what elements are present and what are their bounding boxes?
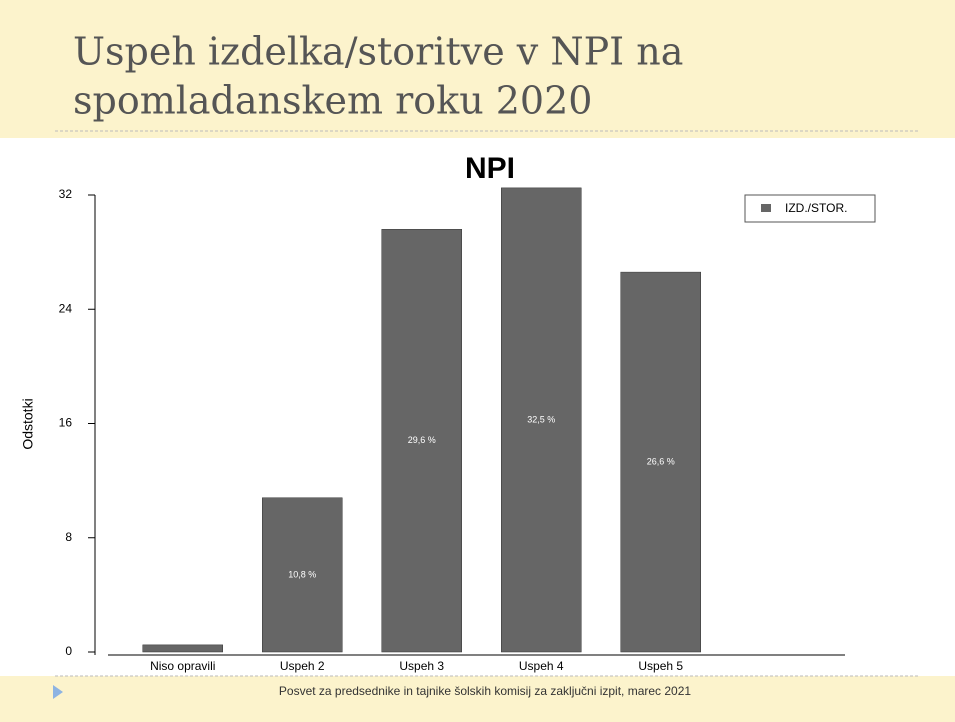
- value-label: 29,6 %: [408, 435, 436, 445]
- y-tick-label: 24: [59, 301, 73, 315]
- bar: [501, 187, 582, 653]
- x-tick-label: Uspeh 4: [519, 659, 564, 673]
- legend-label: IZD./STOR.: [785, 201, 847, 215]
- bar: [381, 229, 462, 653]
- x-tick-label: Niso opravili: [150, 659, 215, 673]
- footer-text: Posvet za predsednike in tajnike šolskih…: [279, 684, 692, 698]
- x-tick-label: Uspeh 5: [638, 659, 683, 673]
- value-label: 10,8 %: [288, 569, 316, 579]
- chart-title: NPI: [465, 152, 515, 185]
- y-tick-label: 16: [59, 416, 73, 430]
- value-label: 26,6 %: [647, 456, 675, 466]
- title-band: [0, 0, 955, 138]
- x-tick-label: Uspeh 2: [280, 659, 325, 673]
- footer-band: [0, 676, 955, 722]
- bar: [142, 644, 223, 653]
- footer-icon: [53, 685, 63, 699]
- y-tick-label: 32: [59, 187, 73, 201]
- legend-swatch: [761, 204, 771, 212]
- title-line: Uspeh izdelka/storitve v NPI na: [73, 30, 683, 74]
- bar: [262, 497, 343, 653]
- value-label: 32,5 %: [527, 414, 555, 424]
- bar: [620, 271, 701, 653]
- y-tick-label: 0: [65, 644, 72, 658]
- x-tick-label: Uspeh 3: [399, 659, 444, 673]
- y-axis-title: Odstotki: [20, 398, 36, 449]
- title-line: spomladanskem roku 2020: [73, 79, 592, 123]
- y-tick-label: 8: [65, 530, 72, 544]
